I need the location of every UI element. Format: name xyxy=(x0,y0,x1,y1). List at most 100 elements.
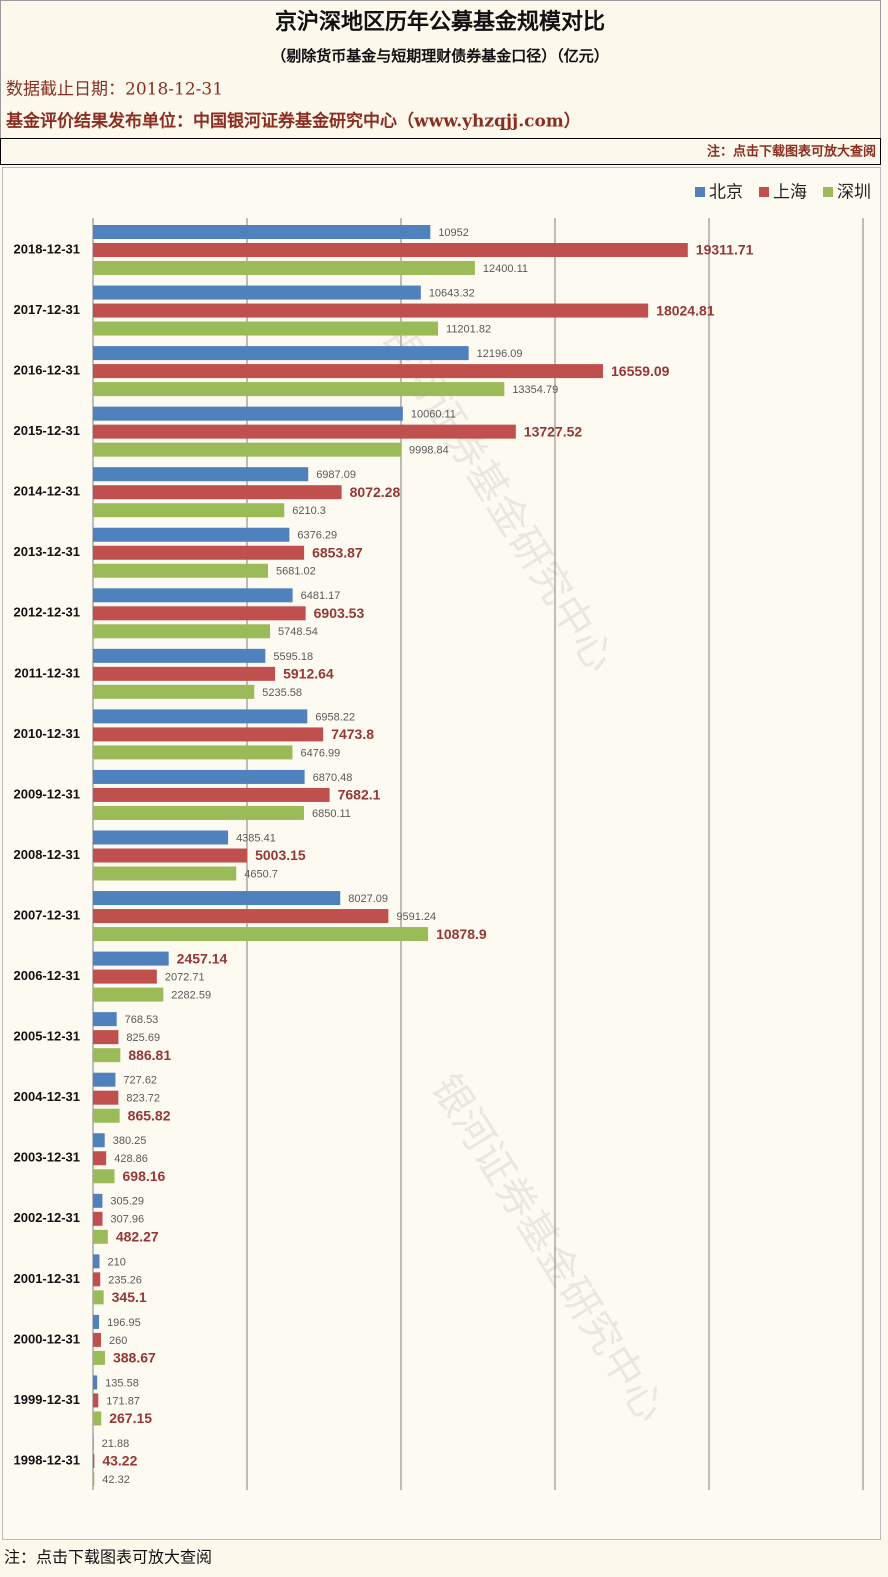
y-tick-label: 2007-12-31 xyxy=(14,907,81,922)
bar xyxy=(93,285,421,300)
bar xyxy=(93,951,169,966)
data-label: 196.95 xyxy=(107,1317,141,1329)
legend-swatch xyxy=(695,187,705,197)
bar xyxy=(93,1254,100,1269)
bar xyxy=(93,588,293,603)
data-label: 10643.32 xyxy=(429,287,475,299)
bar xyxy=(93,830,229,845)
publisher: 基金评价结果发布单位：中国银河证券基金研究中心（www.yhzqjj.com） xyxy=(5,111,581,132)
data-label: 7682.1 xyxy=(338,787,381,803)
y-tick-label: 2016-12-31 xyxy=(14,363,81,378)
data-label: 6850.11 xyxy=(312,808,351,820)
bar xyxy=(93,1436,94,1450)
y-tick-label: 2005-12-31 xyxy=(14,1029,81,1044)
bar xyxy=(93,891,341,906)
data-label: 171.87 xyxy=(106,1395,140,1407)
data-label: 5912.64 xyxy=(283,666,334,682)
bar xyxy=(93,769,305,784)
bar xyxy=(93,805,304,820)
bar xyxy=(93,745,293,760)
data-label: 42.32 xyxy=(102,1474,130,1486)
bar xyxy=(93,1193,103,1208)
chart-title: 京沪深地区历年公募基金规模对比 xyxy=(275,9,605,35)
data-label: 6376.29 xyxy=(297,530,337,542)
bar xyxy=(93,243,688,257)
data-label: 823.72 xyxy=(126,1093,160,1105)
y-tick-label: 2001-12-31 xyxy=(14,1271,81,1286)
bar xyxy=(93,1133,105,1148)
data-label: 388.67 xyxy=(113,1350,156,1366)
data-label: 210 xyxy=(107,1256,125,1268)
bar xyxy=(93,1350,105,1365)
data-label: 13727.52 xyxy=(524,423,583,439)
bar xyxy=(93,1411,102,1426)
y-tick-label: 2011-12-31 xyxy=(14,665,80,680)
legend-label: 上海 xyxy=(773,183,807,203)
data-label: 7473.8 xyxy=(331,726,374,742)
data-label: 2282.59 xyxy=(171,990,211,1002)
bar xyxy=(93,909,389,924)
y-tick-label: 2004-12-31 xyxy=(14,1089,81,1104)
data-label: 6958.22 xyxy=(315,711,355,723)
data-label: 305.29 xyxy=(110,1196,144,1208)
legend-label: 深圳 xyxy=(837,183,871,203)
bar xyxy=(93,866,237,881)
data-label: 865.82 xyxy=(128,1107,171,1123)
legend-swatch xyxy=(759,187,769,197)
y-tick-label: 2009-12-31 xyxy=(14,786,81,801)
note-bottom: 注：点击下载图表可放大查阅 xyxy=(4,1548,212,1567)
y-tick-label: 1999-12-31 xyxy=(14,1392,81,1407)
data-label: 2457.14 xyxy=(177,950,228,966)
data-label: 12196.09 xyxy=(477,348,523,360)
data-label: 13354.79 xyxy=(512,384,558,396)
bar xyxy=(93,927,429,942)
data-label: 10878.9 xyxy=(436,926,487,942)
y-tick-label: 2002-12-31 xyxy=(14,1210,81,1225)
chart-subtitle: （剔除货币基金与短期理财债券基金口径）（亿元） xyxy=(271,47,609,65)
bar xyxy=(93,1290,104,1305)
bar xyxy=(93,848,248,863)
data-label: 5748.54 xyxy=(278,626,318,638)
bar xyxy=(93,406,403,421)
data-label: 482.27 xyxy=(116,1229,159,1245)
bar xyxy=(93,382,505,397)
data-label: 5595.18 xyxy=(273,651,313,663)
bar xyxy=(93,1072,116,1087)
data-label: 18024.81 xyxy=(656,302,715,318)
bar xyxy=(93,1048,121,1063)
data-label: 380.25 xyxy=(113,1135,147,1147)
bar xyxy=(93,624,271,639)
y-tick-label: 2008-12-31 xyxy=(14,847,81,862)
data-label: 4650.7 xyxy=(244,868,278,880)
bar xyxy=(93,1030,119,1045)
data-label: 8027.09 xyxy=(348,893,388,905)
data-label: 10060.11 xyxy=(411,409,456,421)
y-tick-label: 2014-12-31 xyxy=(14,484,81,499)
bar xyxy=(93,1272,101,1287)
data-label: 345.1 xyxy=(112,1289,147,1305)
bar xyxy=(93,1090,119,1105)
data-label: 6987.09 xyxy=(316,469,356,481)
data-label: 5003.15 xyxy=(255,847,306,863)
data-label: 307.96 xyxy=(110,1214,144,1226)
data-label: 5681.02 xyxy=(276,566,316,578)
y-tick-label: 2010-12-31 xyxy=(14,726,81,741)
bar xyxy=(93,648,266,663)
bar xyxy=(93,1151,107,1166)
data-label: 5235.58 xyxy=(262,687,302,699)
bar xyxy=(93,503,285,518)
data-label: 698.16 xyxy=(123,1168,166,1184)
y-tick-label: 2006-12-31 xyxy=(14,968,81,983)
data-label: 8072.28 xyxy=(350,484,401,500)
bar xyxy=(93,1314,100,1329)
bar xyxy=(93,787,330,802)
y-tick-label: 2017-12-31 xyxy=(14,302,81,317)
bar xyxy=(93,1393,99,1408)
data-label: 2072.71 xyxy=(165,972,205,984)
y-tick-label: 2012-12-31 xyxy=(14,605,81,620)
bar xyxy=(93,1169,115,1184)
data-label: 9591.24 xyxy=(396,911,436,923)
data-label: 6210.3 xyxy=(292,505,326,517)
bar xyxy=(93,545,305,560)
y-tick-label: 2000-12-31 xyxy=(14,1331,81,1346)
